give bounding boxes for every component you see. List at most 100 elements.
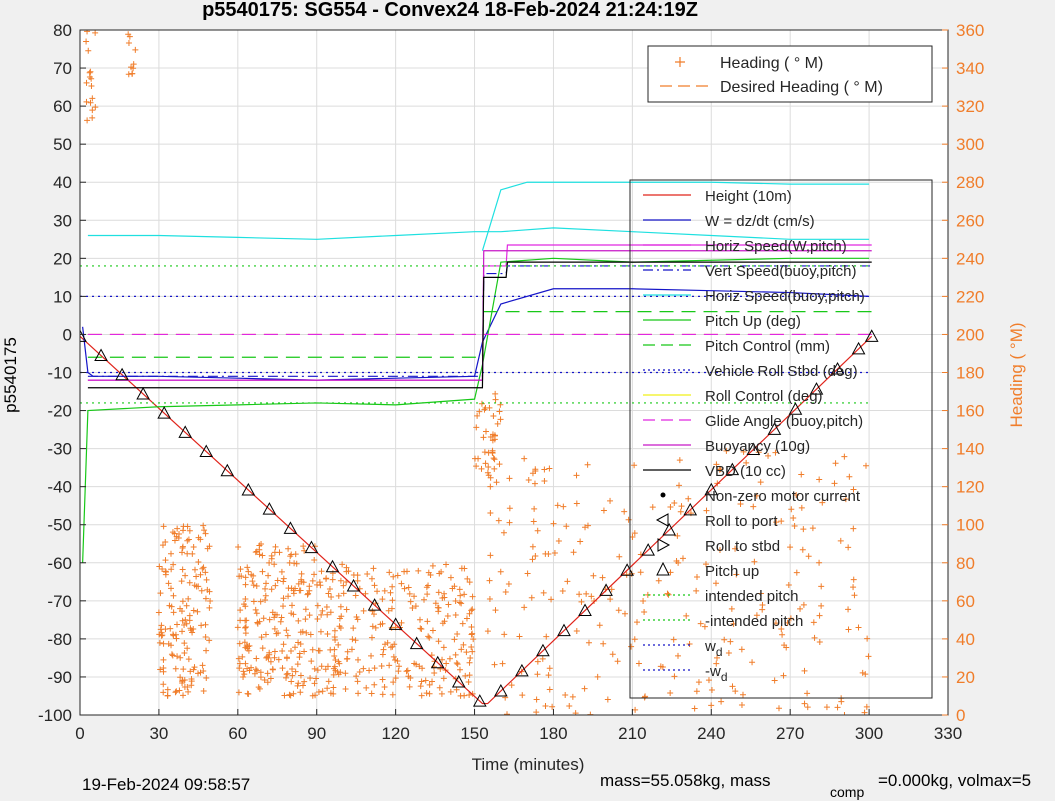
heading-marker <box>407 598 414 605</box>
heading-marker <box>549 703 556 710</box>
heading-marker <box>607 497 614 504</box>
heading-marker <box>88 75 95 82</box>
heading-marker <box>191 566 198 573</box>
right-tick-label: 220 <box>956 287 984 306</box>
heading-marker <box>132 46 139 53</box>
heading-marker <box>701 623 708 630</box>
heading-marker <box>306 583 313 590</box>
heading-marker <box>628 643 635 650</box>
heading-marker <box>261 677 268 684</box>
heading-marker <box>541 477 548 484</box>
heading-marker <box>279 648 286 655</box>
legend-main-sample <box>660 492 666 498</box>
heading-marker <box>778 518 785 525</box>
heading-marker <box>242 581 249 588</box>
heading-marker <box>170 609 177 616</box>
heading-marker <box>493 479 500 486</box>
heading-marker <box>468 623 475 630</box>
heading-marker <box>308 658 315 665</box>
heading-marker <box>865 653 872 660</box>
heading-marker <box>203 576 210 583</box>
heading-marker <box>175 535 182 542</box>
heading-marker <box>252 666 259 673</box>
heading-marker <box>387 644 394 651</box>
heading-marker <box>185 688 192 695</box>
heading-marker <box>831 480 838 487</box>
heading-marker <box>336 623 343 630</box>
heading-marker <box>371 681 378 688</box>
heading-marker <box>126 33 133 40</box>
y-tick-label: 50 <box>53 135 72 154</box>
heading-marker <box>543 633 550 640</box>
heading-marker <box>323 603 330 610</box>
legend-heading-label: Heading ( ° M) <box>720 55 823 72</box>
heading-marker <box>378 662 385 669</box>
heading-marker <box>331 652 338 659</box>
heading-marker <box>318 663 325 670</box>
heading-marker <box>487 483 494 490</box>
heading-marker <box>287 692 294 699</box>
heading-marker <box>302 606 309 613</box>
heading-marker <box>506 475 513 482</box>
pitch-up-marker <box>578 603 592 617</box>
x-tick-label: 180 <box>539 724 567 743</box>
heading-marker <box>202 530 209 537</box>
heading-marker <box>200 564 207 571</box>
pitch-up-marker <box>451 674 466 688</box>
heading-marker <box>640 598 647 605</box>
heading-marker <box>271 654 278 661</box>
pitch-up-marker <box>241 482 256 496</box>
heading-marker <box>354 572 361 579</box>
heading-marker <box>708 702 715 709</box>
heading-marker <box>267 675 274 682</box>
heading-marker <box>250 598 257 605</box>
heading-marker <box>717 466 724 473</box>
heading-marker <box>263 654 270 661</box>
y-tick-label: -60 <box>47 554 72 573</box>
pitch-up-marker <box>809 382 824 395</box>
heading-marker <box>252 549 259 556</box>
heading-marker <box>850 486 857 493</box>
heading-marker <box>468 631 475 638</box>
heading-marker <box>186 612 193 619</box>
heading-marker <box>343 655 350 662</box>
heading-marker <box>89 114 96 121</box>
y-tick-label: -20 <box>47 402 72 421</box>
heading-marker <box>264 653 271 660</box>
heading-marker <box>596 622 603 629</box>
heading-marker <box>850 584 857 591</box>
legend-main-label: intended pitch <box>705 588 798 605</box>
heading-marker <box>197 669 204 676</box>
heading-marker <box>84 117 91 124</box>
heading-marker <box>207 597 214 604</box>
heading-marker <box>283 671 290 678</box>
pitch-up-marker <box>641 543 655 556</box>
heading-marker <box>459 620 466 627</box>
heading-marker <box>818 602 825 609</box>
heading-marker <box>185 656 192 663</box>
heading-marker <box>429 678 436 685</box>
heading-marker <box>631 462 638 469</box>
heading-marker <box>504 711 511 715</box>
heading-marker <box>469 606 476 613</box>
heading-marker <box>443 660 450 667</box>
heading-marker <box>83 98 90 105</box>
heading-marker <box>411 660 418 667</box>
heading-marker <box>506 519 513 526</box>
pitch-up-marker <box>472 694 487 707</box>
pitch-up-marker <box>430 655 445 669</box>
heading-marker <box>245 568 252 575</box>
heading-marker <box>439 594 446 601</box>
heading-marker <box>750 503 757 510</box>
pitch-up-marker <box>557 623 571 637</box>
heading-marker <box>461 565 468 572</box>
heading-marker <box>292 644 299 651</box>
heading-marker <box>257 598 264 605</box>
heading-marker <box>465 679 472 686</box>
heading-marker <box>337 603 344 610</box>
heading-marker <box>327 690 334 697</box>
legend-main-label: VBD (10 cc) <box>705 463 786 480</box>
heading-marker <box>405 584 412 591</box>
heading-marker <box>83 38 90 45</box>
heading-marker <box>409 605 416 612</box>
